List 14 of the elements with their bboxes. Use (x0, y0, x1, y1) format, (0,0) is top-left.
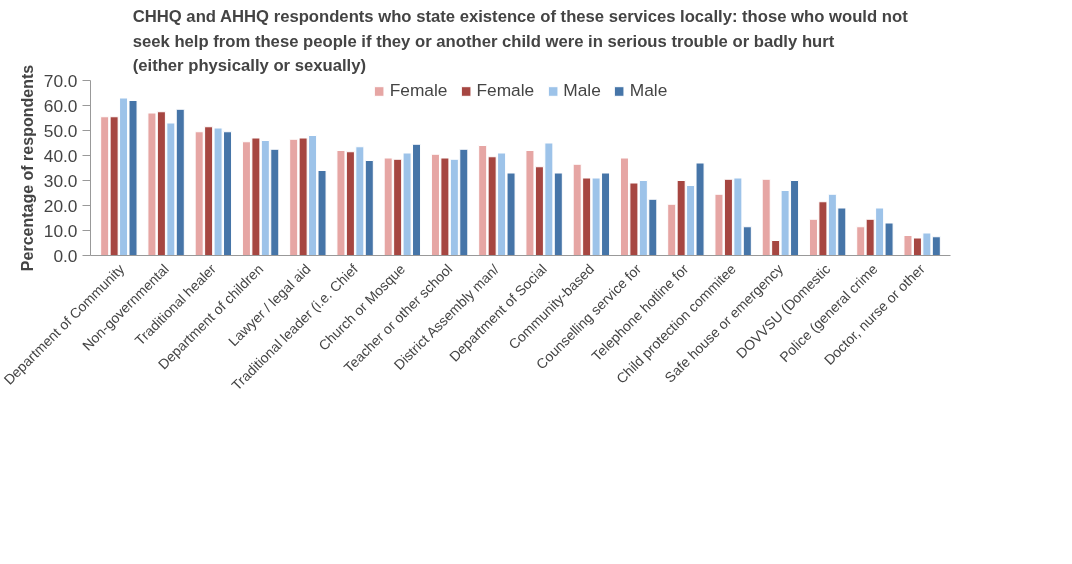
legend-label: Male (563, 80, 601, 101)
y-tick-label: 10.0 (43, 220, 78, 241)
y-tick-label: 0.0 (53, 245, 78, 266)
y-tick-label: 60.0 (43, 95, 78, 116)
y-tick-label: 40.0 (43, 145, 78, 166)
y-axis-title: Percentage of respondents (18, 64, 36, 272)
y-tick-label: 20.0 (43, 195, 78, 216)
legend-label: Male (629, 80, 668, 101)
legend-label: Female (476, 80, 535, 101)
y-tick-label: 70.0 (43, 70, 78, 91)
legend-label: Female (389, 80, 448, 101)
y-tick-label: 30.0 (43, 170, 78, 191)
chart-title: CHHQ and AHHQ respondents who state existence of these services locally: those who would not seek help from these people if they or another child were in serious trouble or badly hurt (either physically or sexually) (132, 7, 909, 76)
y-tick-label: 50.0 (43, 120, 78, 141)
